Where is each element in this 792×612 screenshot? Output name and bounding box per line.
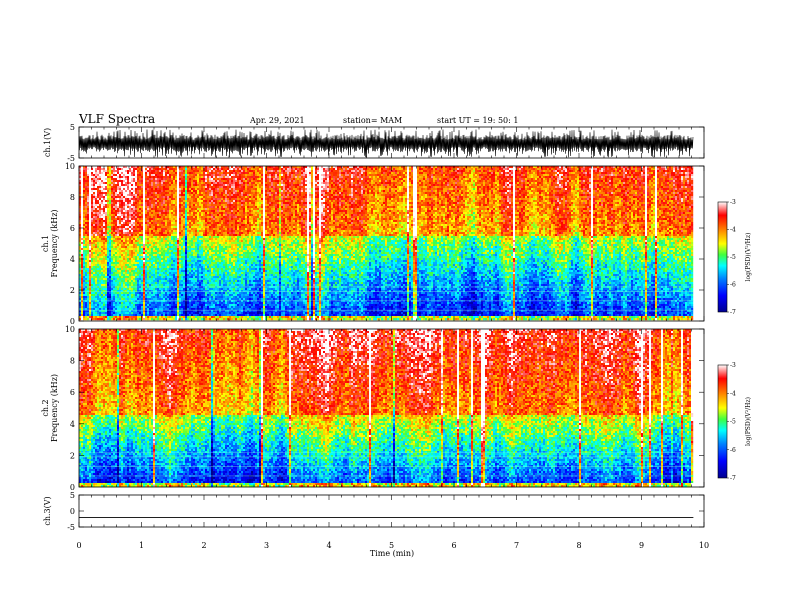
x-tick-label: 5	[389, 541, 394, 550]
x-tick-label: 4	[326, 541, 331, 550]
y-tick-label: -5	[67, 154, 75, 163]
x-tick-label: 9	[639, 541, 644, 550]
x-tick-label: 3	[264, 541, 269, 550]
y-tick-label: 0	[70, 507, 75, 516]
y-axis-label: ch.1	[41, 235, 50, 252]
y-tick-label: 10	[65, 325, 75, 334]
y-axis-label: ch.3(V)	[43, 496, 52, 525]
x-axis-label: Time (min)	[370, 549, 414, 558]
colorbar-tick-label: -6	[730, 282, 736, 289]
y-tick-label: 0	[70, 317, 75, 326]
x-tick-label: 2	[201, 541, 206, 550]
x-tick-label: 6	[451, 541, 456, 550]
x-tick-label: 8	[576, 541, 581, 550]
y-tick-label: 8	[70, 357, 75, 366]
x-tick-label: 1	[139, 541, 144, 550]
y-axis-label: ch.2	[41, 399, 50, 416]
colorbar-label: log(PSD)(V²/Hz)	[745, 233, 752, 282]
colorbar-tick-label: -5	[730, 254, 736, 261]
colorbar-label: log(PSD)(V²/Hz)	[745, 397, 752, 446]
y-tick-label: 2	[70, 451, 75, 460]
station-label: station= MAM	[343, 116, 402, 125]
y-axis-label: ch.1(V)	[43, 128, 52, 157]
y-tick-label: 6	[70, 388, 75, 397]
ch1-colorbar: -3 -4 -5 -6 -7 log(PSD)(V²/Hz)	[717, 199, 752, 316]
colorbar-tick-label: -6	[730, 447, 736, 454]
y-tick-label: 5	[70, 123, 75, 132]
ch1-waveform-panel: 5 -5 ch.1(V)	[43, 123, 705, 163]
y-tick-label: 8	[70, 193, 75, 202]
x-tick-label: 0	[76, 541, 81, 550]
ch3-waveform-panel: 5 0 -5 ch.3(V)	[43, 491, 705, 532]
colorbar-tick-label: -3	[730, 199, 736, 206]
figure-title: VLF Spectra	[78, 112, 155, 126]
ch2-colorbar: -3 -4 -5 -6 -7 log(PSD)(V²/Hz)	[717, 362, 752, 482]
x-tick-label: 7	[514, 541, 519, 550]
colorbar-tick-label: -4	[730, 227, 736, 234]
colorbar-gradient	[717, 364, 728, 479]
colorbar-tick-label: -7	[730, 309, 736, 316]
y-tick-label: 10	[65, 162, 75, 171]
y-tick-label: 6	[70, 224, 75, 233]
spectrogram-cells	[79, 166, 694, 321]
colorbar-tick-label: -5	[730, 419, 736, 426]
waveform-line	[78, 129, 694, 158]
spectrogram-cells	[79, 329, 694, 488]
y-tick-label: 4	[70, 255, 75, 264]
ch2-spectrogram-panel: 0 2 4 6 8 10 ch.2 Frequency (kHz)	[41, 325, 705, 492]
y-tick-label: 5	[70, 491, 75, 500]
x-tick-label: 10	[699, 541, 709, 550]
colorbar-tick-label: -4	[730, 390, 736, 397]
y-tick-label: 4	[70, 420, 75, 429]
start-time-label: start UT = 19: 50: 1	[437, 116, 518, 125]
y-tick-label: 2	[70, 286, 75, 295]
y-tick-label: 0	[70, 483, 75, 492]
y-axis-label: Frequency (kHz)	[50, 209, 59, 277]
colorbar-tick-label: -3	[730, 362, 736, 369]
date-label: Apr. 29, 2021	[249, 116, 305, 125]
y-axis-label: Frequency (kHz)	[50, 374, 59, 442]
colorbar-tick-label: -7	[730, 475, 736, 482]
time-axis: 0 1 2 3 4 5 6 7 8 9 10	[76, 541, 709, 550]
ch1-spectrogram-panel: 0 2 4 6 8 10 ch.1 Frequency (kHz)	[41, 162, 705, 326]
colorbar-gradient	[717, 201, 728, 313]
y-tick-label: -5	[67, 523, 75, 532]
